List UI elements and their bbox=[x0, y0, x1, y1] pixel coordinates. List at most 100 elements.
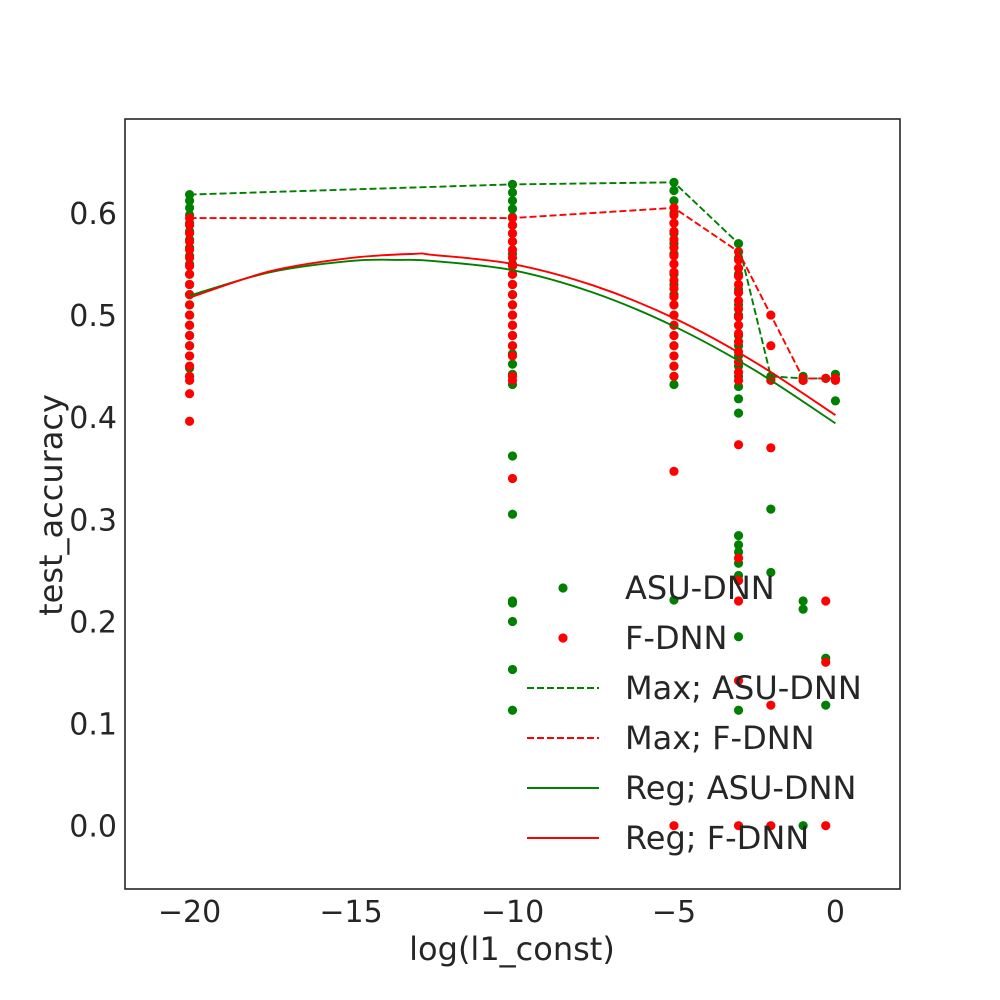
point-f-dnn-18 bbox=[184, 375, 195, 386]
point-asu-dnn-88 bbox=[733, 540, 744, 550]
point-asu-dnn-93 bbox=[733, 705, 744, 715]
legend-label-reg-asu-dnn: Reg; ASU-DNN bbox=[625, 769, 856, 807]
point-f-dnn-51 bbox=[669, 292, 679, 302]
point-f-dnn-7 bbox=[184, 269, 195, 279]
point-asu-dnn-52 bbox=[669, 196, 679, 206]
point-f-dnn-45 bbox=[669, 243, 679, 253]
point-f-dnn-88 bbox=[766, 700, 776, 710]
point-f-dnn-31 bbox=[507, 300, 518, 310]
point-asu-dnn-49 bbox=[507, 705, 518, 715]
x-axis-title: log(l1_const) bbox=[409, 930, 615, 968]
line-reg-f-dnn bbox=[189, 252, 836, 416]
point-f-dnn-95 bbox=[821, 821, 831, 831]
point-f-dnn-71 bbox=[733, 320, 744, 330]
point-f-dnn-2 bbox=[184, 228, 195, 238]
point-asu-dnn-2 bbox=[184, 203, 195, 213]
point-asu-dnn-97 bbox=[766, 567, 776, 578]
point-f-dnn-15 bbox=[184, 351, 195, 361]
point-f-dnn-6 bbox=[184, 261, 195, 271]
x-tick-label: 0 bbox=[826, 895, 845, 930]
point-f-dnn-0 bbox=[184, 213, 195, 223]
point-f-dnn-14 bbox=[184, 341, 195, 351]
point-asu-dnn-87 bbox=[733, 531, 744, 541]
point-f-dnn-12 bbox=[184, 320, 195, 330]
point-f-dnn-89 bbox=[766, 821, 776, 831]
point-f-dnn-73 bbox=[733, 337, 744, 347]
point-asu-dnn-92 bbox=[733, 632, 744, 642]
point-f-dnn-72 bbox=[733, 328, 744, 339]
point-f-dnn-76 bbox=[733, 367, 744, 377]
point-f-dnn-24 bbox=[507, 236, 518, 247]
point-asu-dnn-44 bbox=[507, 509, 518, 519]
y-tick-label: 0.4 bbox=[69, 401, 117, 436]
point-f-dnn-39 bbox=[507, 473, 518, 484]
point-f-dnn-87 bbox=[766, 443, 776, 453]
point-f-dnn-28 bbox=[507, 269, 518, 279]
point-f-dnn-3 bbox=[184, 236, 195, 247]
plot-frame bbox=[124, 118, 901, 890]
point-asu-dnn-100 bbox=[798, 596, 808, 606]
x-tick-label: −15 bbox=[319, 895, 382, 930]
point-asu-dnn-1 bbox=[184, 196, 195, 206]
point-f-dnn-49 bbox=[669, 275, 679, 285]
point-f-dnn-20 bbox=[184, 416, 195, 426]
point-asu-dnn-47 bbox=[507, 616, 518, 627]
x-tick-label: −20 bbox=[158, 895, 221, 930]
line-reg-asu-dnn bbox=[189, 258, 836, 425]
point-asu-dnn-51 bbox=[669, 185, 679, 196]
point-f-dnn-79 bbox=[733, 553, 744, 563]
y-tick-label: 0.1 bbox=[69, 708, 117, 743]
point-f-dnn-10 bbox=[184, 300, 195, 310]
point-asu-dnn-108 bbox=[830, 396, 841, 406]
point-f-dnn-30 bbox=[507, 290, 518, 300]
y-tick-label: 0.6 bbox=[69, 197, 117, 232]
point-f-dnn-29 bbox=[507, 279, 518, 290]
legend-label-max-f-dnn: Max; F-DNN bbox=[625, 719, 815, 757]
point-f-dnn-85 bbox=[766, 341, 776, 351]
point-f-dnn-63 bbox=[733, 255, 744, 265]
point-f-dnn-69 bbox=[733, 304, 744, 314]
point-asu-dnn-40 bbox=[507, 359, 518, 369]
point-asu-dnn-23 bbox=[507, 196, 518, 206]
point-asu-dnn-70 bbox=[669, 379, 679, 390]
point-f-dnn-82 bbox=[733, 676, 744, 686]
point-f-dnn-94 bbox=[821, 657, 831, 667]
point-f-dnn-78 bbox=[733, 440, 744, 450]
point-asu-dnn-101 bbox=[798, 604, 808, 614]
point-f-dnn-36 bbox=[507, 351, 518, 361]
point-asu-dnn-85 bbox=[733, 394, 744, 404]
x-tick-label: −10 bbox=[481, 895, 544, 930]
point-f-dnn-23 bbox=[507, 228, 518, 238]
point-f-dnn-43 bbox=[669, 226, 679, 236]
point-f-dnn-56 bbox=[669, 341, 679, 351]
point-f-dnn-57 bbox=[669, 351, 679, 361]
point-f-dnn-66 bbox=[733, 279, 744, 290]
point-f-dnn-67 bbox=[733, 288, 744, 298]
legend-label-f-dnn: F-DNN bbox=[625, 619, 727, 657]
y-tick-label: 0.3 bbox=[69, 503, 117, 538]
y-axis-title: test_accuracy bbox=[32, 394, 70, 616]
x-tick-label: −5 bbox=[652, 895, 696, 930]
point-f-dnn-81 bbox=[733, 596, 744, 606]
point-asu-dnn-71 bbox=[669, 595, 679, 605]
y-axis-ticks: 0.0 0.1 0.2 0.3 0.4 0.5 0.6 bbox=[69, 197, 117, 845]
legend-marker-asu-dnn bbox=[558, 583, 568, 593]
legend-label-max-asu-dnn: Max; ASU-DNN bbox=[625, 669, 862, 707]
point-f-dnn-77 bbox=[733, 375, 744, 386]
point-f-dnn-52 bbox=[669, 300, 679, 310]
point-f-dnn-80 bbox=[733, 575, 744, 586]
point-f-dnn-61 bbox=[669, 821, 679, 831]
point-f-dnn-44 bbox=[669, 234, 679, 245]
point-asu-dnn-22 bbox=[507, 187, 518, 198]
point-f-dnn-11 bbox=[184, 310, 195, 320]
point-asu-dnn-105 bbox=[821, 700, 831, 710]
point-f-dnn-64 bbox=[733, 263, 744, 273]
point-f-dnn-5 bbox=[184, 253, 195, 263]
point-f-dnn-4 bbox=[184, 245, 195, 255]
point-f-dnn-93 bbox=[821, 596, 831, 606]
line-max-f-dnn bbox=[189, 206, 836, 380]
point-asu-dnn-102 bbox=[798, 821, 808, 831]
x-axis-ticks: −20 −15 −10 −5 0 bbox=[158, 895, 845, 930]
